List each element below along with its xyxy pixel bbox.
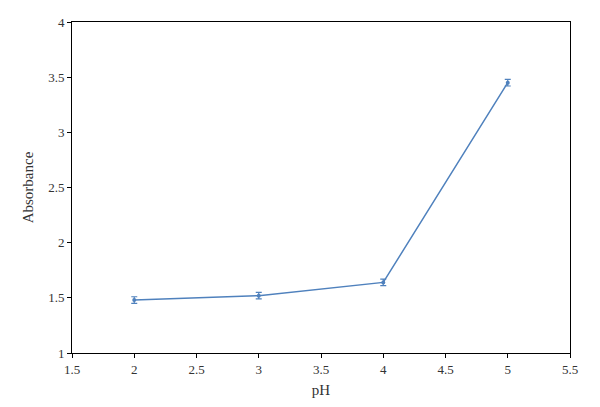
svg-text:4: 4 xyxy=(380,362,387,377)
svg-text:1.5: 1.5 xyxy=(64,362,80,377)
svg-text:5.5: 5.5 xyxy=(562,362,578,377)
svg-text:3: 3 xyxy=(58,125,65,140)
svg-text:2.5: 2.5 xyxy=(48,180,64,195)
svg-text:3.5: 3.5 xyxy=(313,362,329,377)
svg-text:pH: pH xyxy=(312,382,331,398)
svg-text:4: 4 xyxy=(58,15,65,30)
svg-text:2: 2 xyxy=(58,235,65,250)
svg-text:5: 5 xyxy=(505,362,512,377)
svg-text:1: 1 xyxy=(58,346,65,361)
svg-text:2.5: 2.5 xyxy=(188,362,204,377)
svg-text:2: 2 xyxy=(131,362,138,377)
svg-text:4.5: 4.5 xyxy=(437,362,453,377)
svg-text:3: 3 xyxy=(256,362,263,377)
svg-text:3.5: 3.5 xyxy=(48,70,64,85)
svg-text:Absorbance: Absorbance xyxy=(20,151,36,223)
svg-text:1.5: 1.5 xyxy=(48,290,64,305)
